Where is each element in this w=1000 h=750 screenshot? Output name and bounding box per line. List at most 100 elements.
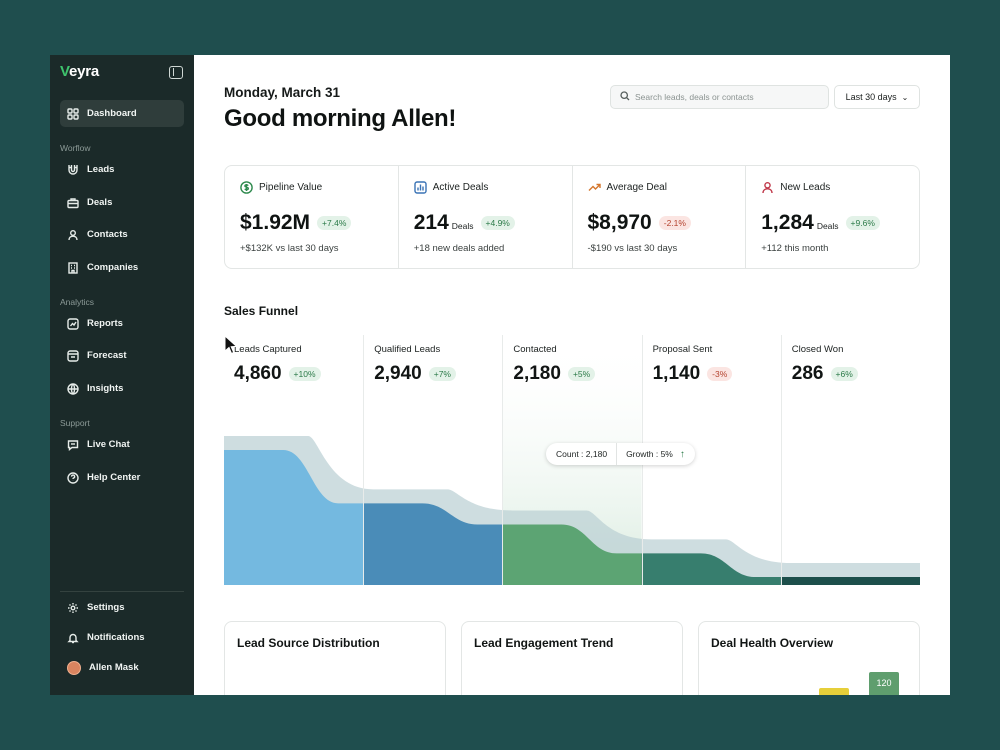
deal-health-bar-label: 120 <box>876 678 892 688</box>
sidebar-item-label: Deals <box>87 197 113 208</box>
kpi-card-pipeline-value[interactable]: Pipeline Value $1.92M +7.4% +$132K vs la… <box>225 166 399 268</box>
kpi-change-badge: +9.6% <box>845 216 880 230</box>
stage-value-row: 2,180 +5% <box>513 363 596 385</box>
kpi-value: $1.92M <box>240 211 311 234</box>
kpi-value: 214 <box>413 211 449 234</box>
kpi-row: Pipeline Value $1.92M +7.4% +$132K vs la… <box>224 165 920 269</box>
sidebar-item-insights[interactable]: Insights <box>60 375 184 402</box>
chevron-down-icon: ⌄ <box>901 92 909 102</box>
sidebar-collapse-icon[interactable] <box>169 66 183 79</box>
sidebar-item-label: Reports <box>87 318 123 329</box>
funnel-segment-qualified-leads[interactable] <box>363 503 503 585</box>
search-box[interactable] <box>610 85 829 109</box>
kpi-label: Average Deal <box>606 182 667 193</box>
stage-change-badge: +7% <box>428 367 456 381</box>
sidebar-item-label: Contacts <box>87 229 128 240</box>
user-profile[interactable]: Allen Mask <box>60 654 184 681</box>
kpi-subtext: -$190 vs last 30 days <box>587 243 678 254</box>
sidebar-item-reports[interactable]: Reports <box>60 310 184 337</box>
briefcase-icon <box>67 197 79 209</box>
date-range-label: Last 30 days <box>845 92 897 102</box>
stage-change-badge: +10% <box>288 367 321 381</box>
tooltip-count-value: 2,180 <box>585 449 608 459</box>
kpi-header: Active Deals <box>414 181 489 194</box>
kpi-card-new-leads[interactable]: New Leads 1,284 Deals +9.6% +112 this mo… <box>746 166 919 268</box>
report-icon <box>67 317 79 330</box>
stage-value-row: 1,140 -3% <box>653 363 733 385</box>
funnel-segment-leads-captured[interactable] <box>224 450 364 585</box>
sidebar-item-label: Live Chat <box>87 439 130 450</box>
section-label-support: Support <box>60 418 90 428</box>
sidebar-item-live-chat[interactable]: Live Chat <box>60 431 184 458</box>
stage-value-row: 286 +6% <box>792 363 858 385</box>
kpi-subtext: +18 new deals added <box>413 243 505 254</box>
sidebar-item-label: Dashboard <box>87 108 137 119</box>
card-deal-health-overview[interactable]: Deal Health Overview 120 <box>698 621 920 695</box>
funnel-stage-contacted[interactable]: Contacted 2,180 +5% <box>502 335 641 585</box>
kpi-value: $8,970 <box>587 211 652 234</box>
sidebar-item-settings[interactable]: Settings <box>60 594 184 621</box>
funnel-segment-contacted[interactable] <box>502 524 642 585</box>
user-icon <box>762 182 773 194</box>
kpi-card-active-deals[interactable]: Active Deals 214 Deals +4.9% +18 new dea… <box>399 166 573 268</box>
kpi-label: Pipeline Value <box>259 182 323 193</box>
funnel-stage-closed-won[interactable]: Closed Won 286 +6% <box>780 335 920 585</box>
deal-health-bar <box>819 688 849 695</box>
sidebar-item-deals[interactable]: Deals <box>60 189 184 216</box>
card-lead-source-distribution[interactable]: Lead Source Distribution <box>224 621 446 695</box>
sidebar-item-label: Notifications <box>87 632 145 643</box>
app-window: Veyra Dashboard Worflow Leads Deals Cont… <box>50 55 950 695</box>
kpi-unit: Deals <box>451 221 474 231</box>
grid-icon <box>67 107 79 120</box>
stage-value: 2,940 <box>374 363 422 384</box>
trend-up-icon <box>588 183 601 191</box>
sidebar-item-leads[interactable]: Leads <box>60 156 184 183</box>
search-input[interactable] <box>635 92 815 102</box>
tooltip-growth-label: Growth : <box>626 449 659 459</box>
funnel-segment-proposal-sent[interactable] <box>641 553 781 585</box>
bar-chart-icon <box>414 181 427 194</box>
kpi-header: Average Deal <box>588 181 667 194</box>
sidebar-item-notifications[interactable]: Notifications <box>60 624 184 651</box>
sidebar-item-label: Help Center <box>87 472 141 483</box>
funnel-segment-closed-won[interactable] <box>780 577 920 585</box>
card-lead-engagement-trend[interactable]: Lead Engagement Trend <box>461 621 683 695</box>
stage-value: 2,180 <box>513 363 561 384</box>
avatar <box>67 660 81 675</box>
kpi-value: 1,284 <box>761 211 814 234</box>
stage-label: Leads Captured <box>234 344 302 355</box>
kpi-value-row: $8,970 -2.1% <box>588 211 691 235</box>
tooltip-growth-value: 5% <box>660 449 673 459</box>
stage-label: Contacted <box>513 344 557 355</box>
current-date: Monday, March 31 <box>224 85 341 100</box>
chat-icon <box>67 439 79 451</box>
stage-value-row: 2,940 +7% <box>374 363 456 385</box>
funnel-stage-qualified-leads[interactable]: Qualified Leads 2,940 +7% <box>363 335 502 585</box>
kpi-header: New Leads <box>761 181 830 194</box>
sidebar-item-forecast[interactable]: Forecast <box>60 342 184 369</box>
sidebar-item-help-center[interactable]: Help Center <box>60 464 184 491</box>
magnet-icon <box>67 164 79 176</box>
kpi-subtext: +$132K vs last 30 days <box>240 243 339 254</box>
stage-label: Proposal Sent <box>652 344 713 355</box>
sidebar-divider <box>60 591 184 592</box>
stage-label: Closed Won <box>791 344 844 355</box>
kpi-label: Active Deals <box>432 182 489 193</box>
kpi-header: Pipeline Value <box>240 181 322 194</box>
deal-health-bar: 120 <box>869 672 899 695</box>
funnel-tooltip: Count : 2,180 Growth : 5% ↑ <box>546 443 695 465</box>
kpi-card-average-deal[interactable]: Average Deal $8,970 -2.1% -$190 vs last … <box>573 166 747 268</box>
sidebar-item-contacts[interactable]: Contacts <box>60 221 184 248</box>
stage-change-badge: +6% <box>830 367 858 381</box>
mouse-cursor-icon <box>224 335 238 355</box>
sidebar-item-label: Insights <box>87 383 124 394</box>
date-range-select[interactable]: Last 30 days ⌄ <box>834 85 920 109</box>
main-content: Monday, March 31 Good morning Allen! Las… <box>194 55 950 695</box>
funnel-stage-leads-captured[interactable]: Leads Captured 4,860 +10% <box>224 335 363 585</box>
page-title: Good morning Allen! <box>224 105 457 132</box>
sidebar-item-label: Companies <box>87 262 139 273</box>
sidebar-item-dashboard[interactable]: Dashboard <box>60 100 184 127</box>
sidebar-item-companies[interactable]: Companies <box>60 254 184 281</box>
dollar-icon <box>240 181 253 194</box>
brand-logo[interactable]: Veyra <box>60 63 100 80</box>
